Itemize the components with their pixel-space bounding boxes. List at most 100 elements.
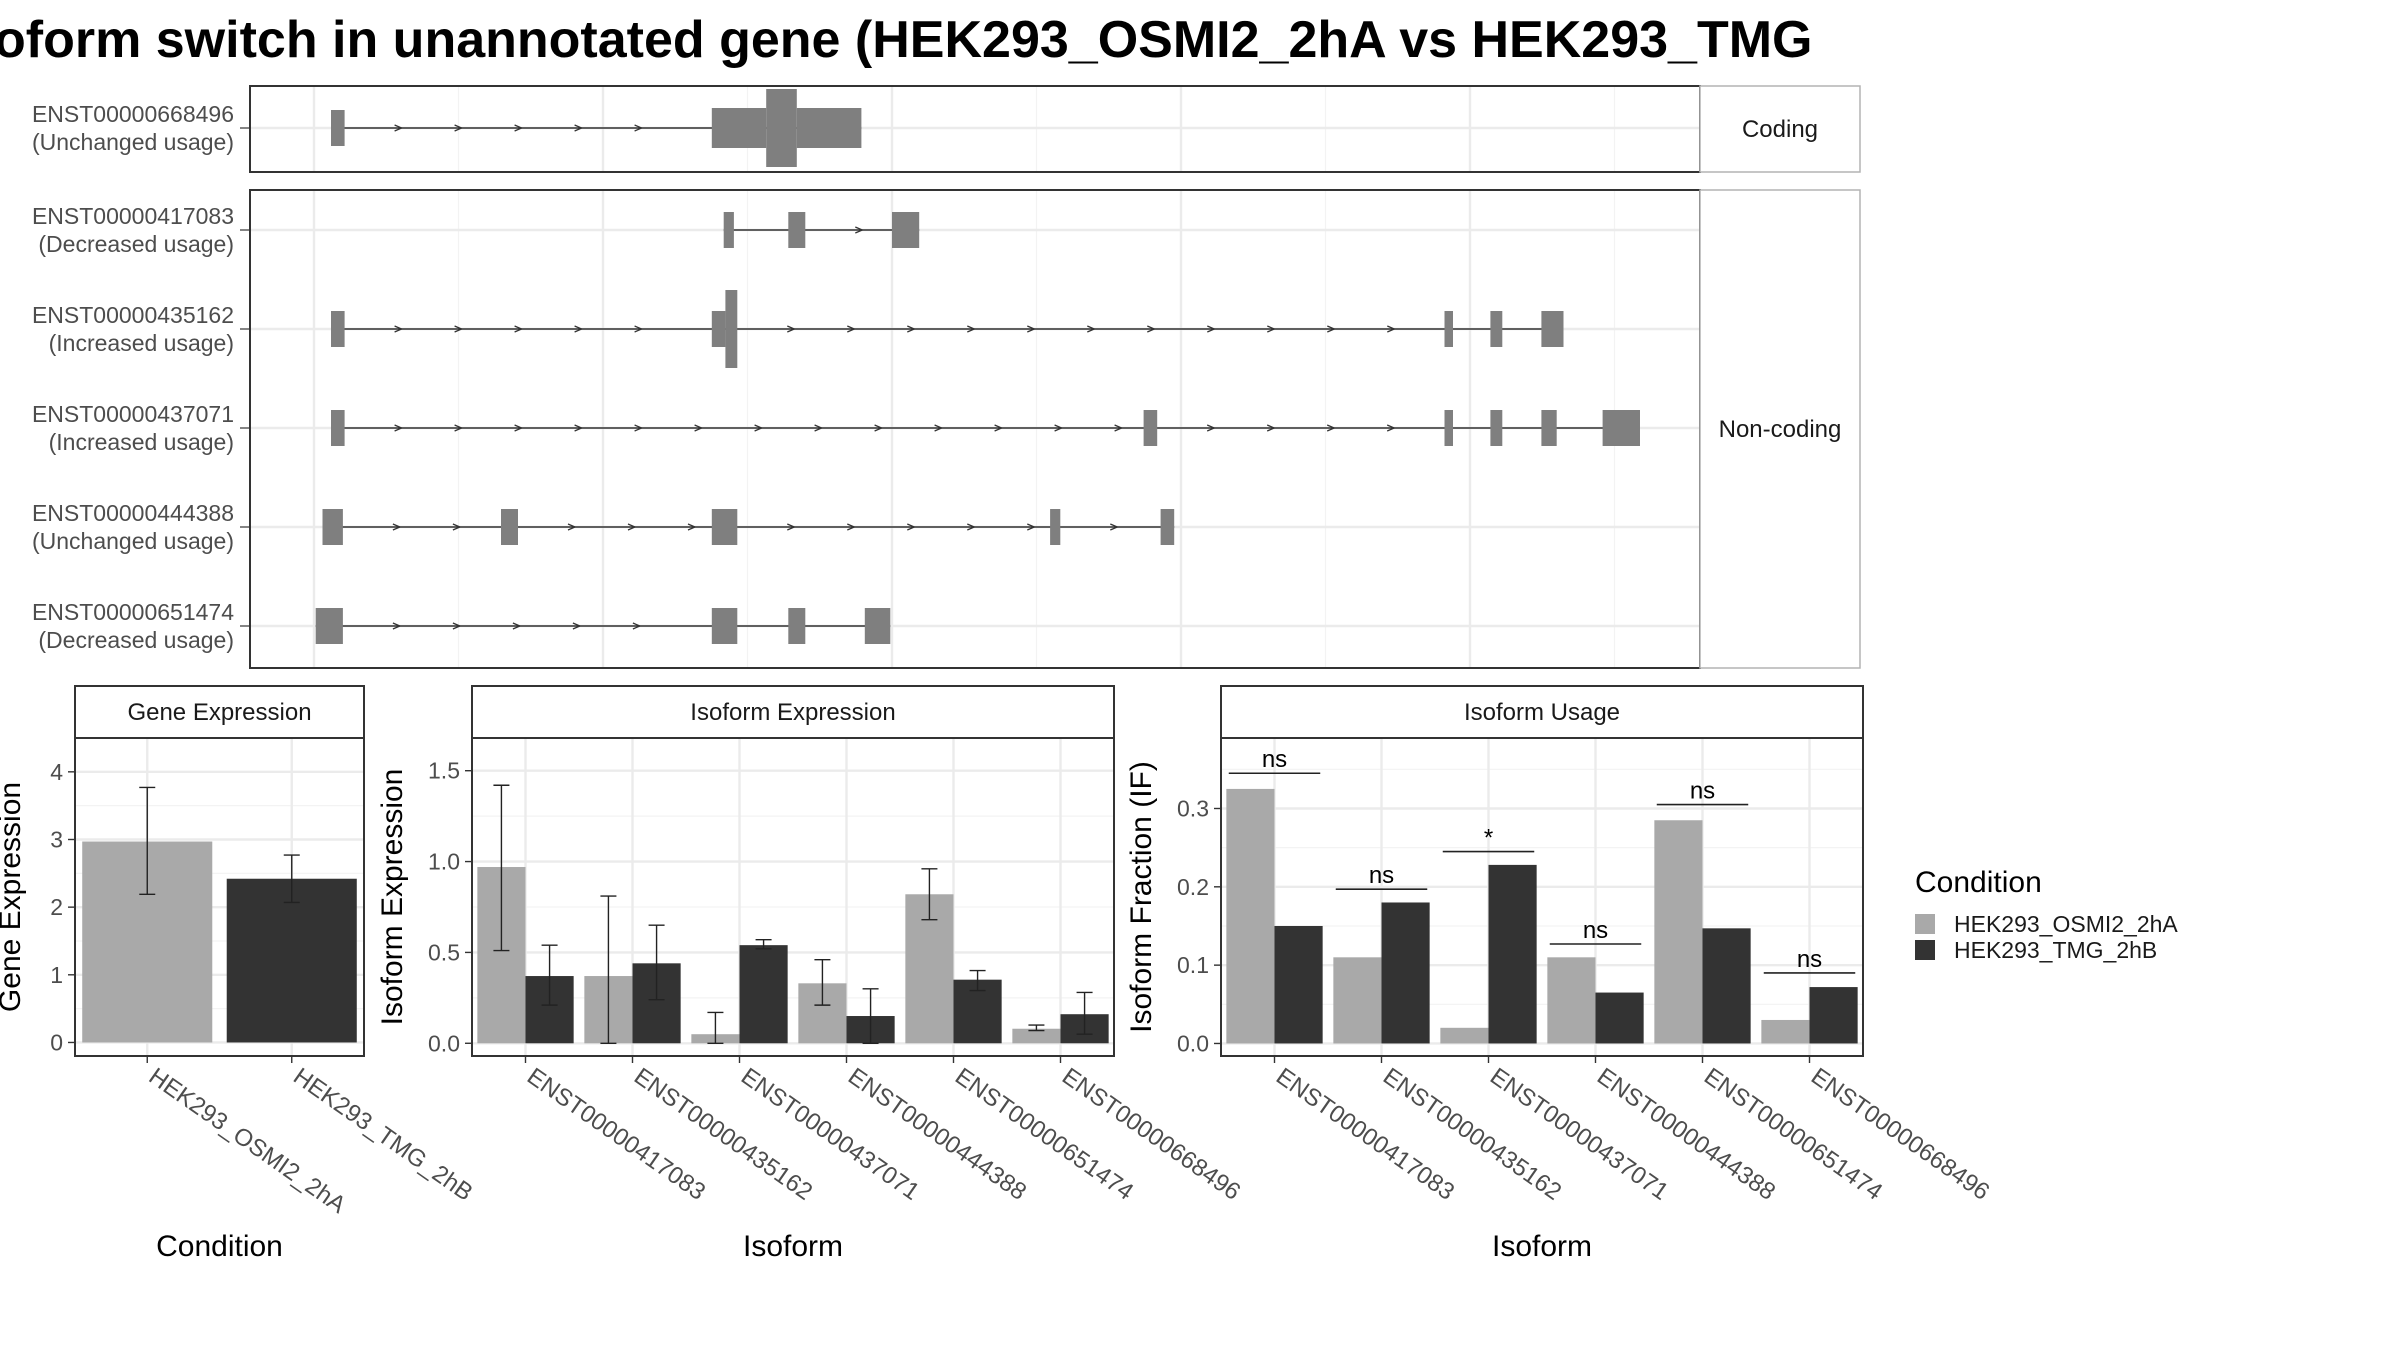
intron-direction-arrow xyxy=(754,424,764,432)
exon-block xyxy=(711,311,726,347)
data-bar xyxy=(1381,902,1430,1044)
exon-block xyxy=(796,108,862,148)
data-bar xyxy=(1012,1028,1061,1044)
intron-direction-arrow xyxy=(847,325,856,333)
exon-block xyxy=(892,212,920,248)
isoform-usage-label: (Decreased usage) xyxy=(38,231,234,257)
intron-direction-arrow xyxy=(512,622,522,630)
panel-title: Isoform Usage xyxy=(1464,699,1620,726)
intron-direction-arrow xyxy=(967,325,976,333)
intron-direction-arrow xyxy=(1267,325,1276,333)
data-bar xyxy=(1809,987,1858,1044)
intron-direction-arrow xyxy=(1386,424,1396,432)
intron-direction-arrow xyxy=(514,124,524,132)
y-tick-label: 1.5 xyxy=(428,758,460,784)
structure-facet-strip xyxy=(1699,85,1861,173)
data-bar xyxy=(1274,925,1323,1044)
isoform-usage-label: (Increased usage) xyxy=(49,429,234,455)
intron-direction-arrow xyxy=(847,523,856,531)
isoform-usage-label: (Decreased usage) xyxy=(38,627,234,653)
exon-block xyxy=(1490,410,1503,446)
intron-direction-arrow xyxy=(1027,325,1036,333)
intron-direction-arrow xyxy=(627,523,637,531)
exon-block xyxy=(723,212,734,248)
y-tick-label: 4 xyxy=(50,759,63,785)
intron-direction-arrow xyxy=(855,226,864,234)
exon-block xyxy=(711,108,767,148)
isoform-id-label: ENST00000417083 xyxy=(32,203,234,229)
intron-direction-arrow xyxy=(514,325,524,333)
intron-direction-arrow xyxy=(687,523,697,531)
intron-direction-arrow xyxy=(1207,325,1216,333)
y-tick-label: 0.1 xyxy=(1177,952,1209,978)
exon-block xyxy=(315,608,343,644)
panel-title: Isoform Expression xyxy=(690,699,895,726)
y-tick-label: 1.0 xyxy=(428,849,460,875)
intron-direction-arrow xyxy=(454,424,464,432)
x-tick-label: ENST00000651474 xyxy=(950,1063,1138,1206)
intron-direction-arrow xyxy=(392,523,402,531)
y-tick-label: 0.2 xyxy=(1177,874,1209,900)
strip-label: Non-coding xyxy=(1719,416,1842,443)
data-bar xyxy=(1226,788,1275,1044)
exon-block xyxy=(1541,410,1557,446)
intron-direction-arrow xyxy=(634,424,644,432)
x-tick-label: ENST00000668496 xyxy=(1806,1063,1994,1206)
data-bar xyxy=(226,878,357,1043)
intron-direction-arrow xyxy=(634,325,644,333)
significance-label: ns xyxy=(1583,917,1608,944)
intron-direction-arrow xyxy=(1147,325,1156,333)
significance-label: ns xyxy=(1262,746,1287,773)
x-axis-title: Isoform xyxy=(1492,1230,1592,1263)
legend-label-osmi2: HEK293_OSMI2_2hA xyxy=(1954,911,2178,937)
y-tick-label: 1 xyxy=(50,962,63,988)
panel-title-strip xyxy=(1220,685,1864,739)
isoform-id-label: ENST00000668496 xyxy=(32,101,234,127)
exon-block xyxy=(1050,509,1061,545)
exon-block xyxy=(711,509,738,545)
isoform-usage-panel: Isoform Usage ns ns * ns ns ns 0.0 0.1 0.2 0.3 Isof… xyxy=(1125,685,1994,1263)
intron-direction-arrow xyxy=(787,523,796,531)
condition-legend: Condition HEK293_OSMI2_2hA HEK293_TMG_2h… xyxy=(1915,866,2178,963)
exon-block xyxy=(1490,311,1503,347)
x-tick-label: ENST00000417083 xyxy=(522,1063,710,1206)
data-bar xyxy=(1595,992,1644,1044)
exon-block xyxy=(711,608,738,644)
exon-block xyxy=(1541,311,1547,347)
intron-direction-arrow xyxy=(814,424,824,432)
x-tick-label: ENST00000651474 xyxy=(1699,1063,1887,1206)
intron-direction-arrow xyxy=(1266,424,1276,432)
x-tick-label: ENST00000668496 xyxy=(1057,1063,1245,1206)
data-bar xyxy=(1440,1027,1489,1044)
intron-direction-arrow xyxy=(394,325,404,333)
x-tick-label: ENST00000417083 xyxy=(1271,1063,1459,1206)
y-tick-label: 0.0 xyxy=(1177,1030,1209,1056)
intron-direction-arrow xyxy=(787,325,796,333)
exon-block xyxy=(766,89,797,167)
intron-direction-arrow xyxy=(394,424,404,432)
exon-block xyxy=(1444,311,1453,347)
exon-block xyxy=(864,608,891,644)
strip-label: Coding xyxy=(1742,116,1818,143)
x-tick-label: ENST00000444388 xyxy=(843,1063,1031,1206)
panel-border xyxy=(1220,737,1864,1057)
intron-direction-arrow xyxy=(1327,325,1336,333)
exon-block xyxy=(501,509,518,545)
exon-block xyxy=(331,410,345,446)
intron-direction-arrow xyxy=(907,325,916,333)
x-tick-label: ENST00000437071 xyxy=(1485,1063,1673,1206)
intron-direction-arrow xyxy=(1387,325,1396,333)
significance-label: ns xyxy=(1797,946,1822,973)
y-axis-title: Gene Expression xyxy=(0,782,27,1012)
y-tick-label: 0.5 xyxy=(428,939,460,965)
intron-direction-arrow xyxy=(452,523,462,531)
isoform-id-label: ENST00000651474 xyxy=(32,599,234,625)
data-bar xyxy=(1654,820,1703,1044)
intron-direction-arrow xyxy=(572,622,582,630)
panel-border xyxy=(74,737,365,1057)
intron-direction-arrow xyxy=(574,124,584,132)
isoform-expression-panel: Isoform Expression 0.0 0.5 1.0 1.5 Isoform Ex… xyxy=(376,685,1245,1263)
figure-title: oform switch in unannotated gene (HEK293… xyxy=(0,11,1812,69)
exon-block xyxy=(788,608,806,644)
